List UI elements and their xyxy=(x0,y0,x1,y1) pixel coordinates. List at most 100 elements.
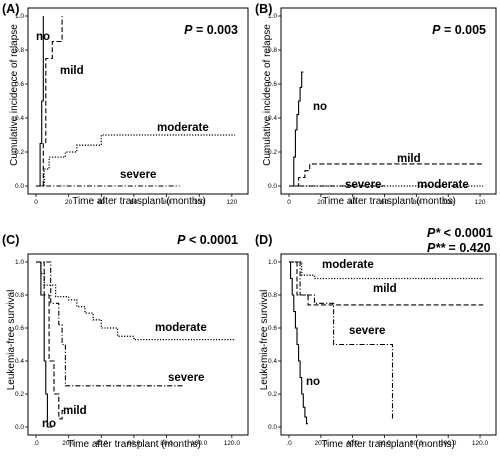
y-tick-label: 0.6 xyxy=(268,325,277,332)
panel-d: (D) Leukemia-free survival Time after tr… xyxy=(255,226,497,450)
y-tick-label: 0.6 xyxy=(15,325,24,332)
series-line-mild xyxy=(36,16,63,187)
series-label-moderate: moderate xyxy=(157,122,209,134)
series-label-mild: mild xyxy=(60,65,84,77)
series-label-moderate: moderate xyxy=(417,179,469,191)
x-tick-label: 60 xyxy=(381,199,389,206)
plot-frame xyxy=(27,253,249,436)
x-tick-label: 0 xyxy=(287,199,291,206)
panel-b: (B) Cumulative incidence of relapse Time… xyxy=(255,2,497,207)
x-tick-label: 40 xyxy=(98,199,106,206)
y-tick-label: 0.4 xyxy=(15,115,24,122)
series-line-no xyxy=(289,261,309,425)
series-line-severe xyxy=(36,261,183,387)
x-tick-label: 80.0 xyxy=(160,440,173,447)
series-label-severe: severe xyxy=(168,372,204,384)
p-value: P < 0.0001 xyxy=(177,233,238,247)
series-label-mild: mild xyxy=(63,405,87,417)
y-tick-label: 0.8 xyxy=(15,47,24,54)
x-tick-label: 120 xyxy=(475,199,486,206)
panel-c: (C) Leukemia-free survival Time after tr… xyxy=(2,233,249,450)
y-tick-label: 0.0 xyxy=(15,424,24,431)
y-tick-label: 0.0 xyxy=(268,183,277,190)
series-label-mild: mild xyxy=(373,283,397,295)
x-tick-label: 20.0 xyxy=(62,440,75,447)
series-label-moderate: moderate xyxy=(322,259,374,271)
series-line-no xyxy=(289,71,304,187)
x-tick-label: 100.0 xyxy=(440,440,457,447)
series-label-mild: mild xyxy=(397,153,421,165)
x-tick-label: 100 xyxy=(194,199,205,206)
y-tick-label: 1.0 xyxy=(15,13,24,20)
y-axis-label: Cumulative incidence of relapse xyxy=(9,24,20,166)
y-tick-label: 0.0 xyxy=(15,183,24,190)
x-tick-label: 40 xyxy=(349,199,357,206)
x-tick-label: 60.0 xyxy=(128,440,141,447)
series-label-severe: severe xyxy=(349,325,385,337)
x-tick-label: 40.0 xyxy=(346,440,359,447)
series-line-moderate xyxy=(36,261,236,341)
panel-letter: (A) xyxy=(2,2,19,16)
y-tick-label: 0.8 xyxy=(268,292,277,299)
x-tick-label: .0 xyxy=(286,440,292,447)
x-tick-label: 100 xyxy=(443,199,454,206)
series-line-severe xyxy=(289,261,394,419)
y-tick-label: 1.0 xyxy=(268,13,277,20)
p-value-1: P* < 0.0001 xyxy=(427,226,493,240)
p-value-2: P** = 0.420 xyxy=(427,241,491,255)
y-tick-label: 0.0 xyxy=(268,424,277,431)
panel-letter: (C) xyxy=(2,233,19,247)
x-axis-label: Time after transplant (months) xyxy=(321,439,455,450)
series-line-mild xyxy=(36,261,66,420)
y-tick-label: 0.4 xyxy=(15,358,24,365)
y-tick-label: 0.6 xyxy=(268,81,277,88)
series-label-severe: severe xyxy=(120,169,156,181)
series-label-severe: severe xyxy=(345,179,381,191)
x-axis-label: Time after transplant (months) xyxy=(72,196,206,207)
y-axis-label: Leukemia-free survival xyxy=(259,290,270,391)
y-tick-label: 0.4 xyxy=(268,115,277,122)
series-label-no: no xyxy=(313,101,327,113)
y-tick-label: 0.2 xyxy=(268,149,277,156)
y-tick-label: 0.8 xyxy=(268,47,277,54)
x-tick-label: 40.0 xyxy=(95,440,108,447)
x-axis-label: Time after transplant (months) xyxy=(322,196,456,207)
x-tick-label: 80 xyxy=(163,199,171,206)
y-tick-label: 0.8 xyxy=(15,292,24,299)
series-label-no: no xyxy=(42,418,56,430)
x-tick-label: 0 xyxy=(34,199,38,206)
y-tick-label: 0.4 xyxy=(268,358,277,365)
panel-letter: (B) xyxy=(255,2,272,16)
series-line-mild xyxy=(289,163,484,187)
y-tick-label: 0.6 xyxy=(15,81,24,88)
series-label-moderate: moderate xyxy=(155,322,207,334)
x-tick-label: 100.0 xyxy=(191,440,208,447)
x-axis-label: Time after transplant (months) xyxy=(67,439,201,450)
x-tick-label: .0 xyxy=(33,440,39,447)
series-line-mild xyxy=(289,261,484,306)
x-tick-label: 20.0 xyxy=(315,440,328,447)
p-value: P = 0.005 xyxy=(432,23,486,37)
p-value: P = 0.003 xyxy=(184,23,238,37)
series-label-no: no xyxy=(306,376,320,388)
panel-letter: (D) xyxy=(255,233,272,247)
y-axis-label: Cumulative incidence of relapse xyxy=(262,24,273,166)
x-tick-label: 60 xyxy=(130,199,138,206)
y-tick-label: 1.0 xyxy=(268,259,277,266)
y-tick-label: 0.2 xyxy=(268,391,277,398)
plot-frame xyxy=(280,253,497,436)
plot-frame xyxy=(27,7,249,195)
y-axis-label: Leukemia-free survival xyxy=(6,290,17,391)
x-tick-label: 80 xyxy=(413,199,421,206)
panel-a: (A) Cumulative incidence of relapse Time… xyxy=(2,2,249,207)
x-tick-label: 120.0 xyxy=(224,440,241,447)
series-line-no xyxy=(36,261,53,428)
x-tick-label: 60.0 xyxy=(378,440,391,447)
plot-frame xyxy=(280,7,497,195)
y-tick-label: 1.0 xyxy=(15,259,24,266)
x-tick-label: 120 xyxy=(226,199,237,206)
y-tick-label: 0.2 xyxy=(15,149,24,156)
series-line-moderate xyxy=(289,261,484,280)
y-tick-label: 0.2 xyxy=(15,391,24,398)
